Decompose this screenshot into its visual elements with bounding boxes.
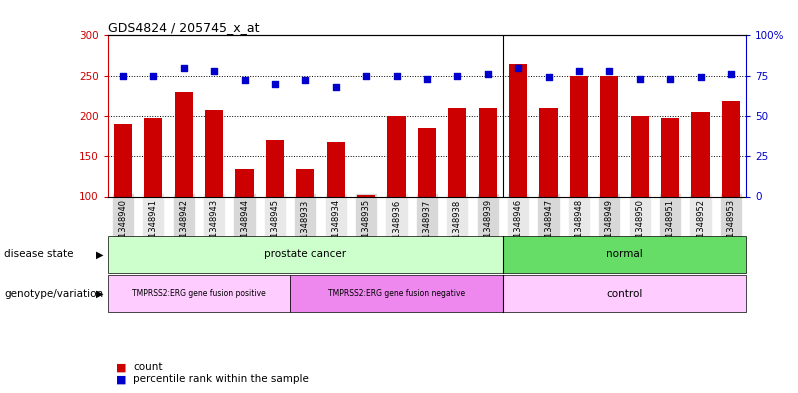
Bar — [691, 112, 709, 196]
Text: count: count — [133, 362, 163, 373]
Point — [207, 68, 220, 74]
Bar — [539, 108, 558, 196]
Bar — [448, 108, 467, 196]
Point — [421, 76, 433, 82]
Text: ■: ■ — [116, 374, 126, 384]
Point — [330, 84, 342, 90]
Point — [481, 71, 494, 77]
Text: ■: ■ — [116, 362, 126, 373]
Bar — [235, 169, 254, 196]
Text: genotype/variation: genotype/variation — [4, 289, 103, 299]
Bar — [387, 116, 405, 196]
Bar — [114, 124, 132, 196]
Bar — [479, 108, 497, 196]
Text: TMPRSS2:ERG gene fusion positive: TMPRSS2:ERG gene fusion positive — [132, 289, 266, 298]
Point — [512, 64, 524, 71]
Point — [664, 76, 677, 82]
Point — [725, 71, 737, 77]
Point — [603, 68, 616, 74]
Bar — [661, 118, 679, 196]
Bar — [326, 142, 345, 196]
Text: TMPRSS2:ERG gene fusion negative: TMPRSS2:ERG gene fusion negative — [328, 289, 465, 298]
Bar — [266, 140, 284, 196]
Bar — [570, 75, 588, 196]
Point — [299, 77, 312, 84]
Text: normal: normal — [606, 250, 643, 259]
Bar — [357, 195, 375, 196]
Bar — [296, 169, 314, 196]
Point — [117, 72, 129, 79]
Text: prostate cancer: prostate cancer — [264, 250, 346, 259]
Bar — [175, 92, 193, 196]
Point — [390, 72, 403, 79]
Bar — [600, 75, 618, 196]
Text: GDS4824 / 205745_x_at: GDS4824 / 205745_x_at — [108, 21, 259, 34]
Text: disease state: disease state — [4, 250, 73, 259]
Point — [451, 72, 464, 79]
Point — [360, 72, 373, 79]
Text: percentile rank within the sample: percentile rank within the sample — [133, 374, 309, 384]
Text: control: control — [606, 289, 642, 299]
Point — [542, 74, 555, 81]
Bar — [418, 128, 436, 196]
Point — [238, 77, 251, 84]
Text: ▶: ▶ — [97, 250, 104, 259]
Point — [147, 72, 160, 79]
Bar — [144, 118, 163, 196]
Bar — [630, 116, 649, 196]
Text: ▶: ▶ — [97, 289, 104, 299]
Point — [269, 81, 282, 87]
Bar — [205, 110, 223, 196]
Point — [177, 64, 190, 71]
Bar — [722, 101, 740, 196]
Point — [694, 74, 707, 81]
Point — [634, 76, 646, 82]
Point — [572, 68, 585, 74]
Bar — [509, 64, 527, 196]
